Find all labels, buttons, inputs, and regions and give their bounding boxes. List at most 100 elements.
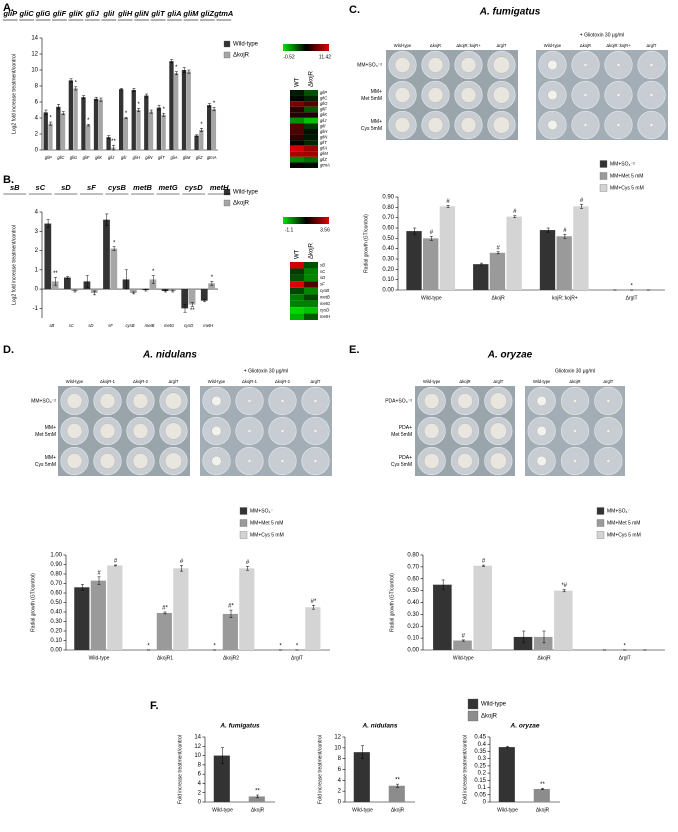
error-bar <box>513 215 517 218</box>
colony <box>493 86 510 104</box>
y-tick-label: 2 <box>338 789 342 795</box>
y-tick-label: 0.80 <box>50 572 62 578</box>
colony <box>536 395 547 407</box>
y-tick-label: 2 <box>198 790 202 796</box>
heatmap-cell <box>304 117 318 124</box>
heatmap-cell <box>304 300 318 308</box>
plate-row-label: Cys 5mM <box>35 462 56 468</box>
y-tick-label: 0.70 <box>407 564 419 570</box>
bar <box>506 216 522 290</box>
heatmap-row-label: gliT <box>320 140 327 145</box>
colony <box>489 452 507 470</box>
color-scale-max: 3.56 <box>320 227 330 233</box>
x-tick-label: Wild-type <box>421 295 442 301</box>
y-tick-label: 0.25 <box>474 763 486 769</box>
y-tick-label: 0.00 <box>407 648 419 654</box>
error-bar <box>93 290 97 296</box>
y-tick-label: 0.50 <box>50 600 62 606</box>
significance: * <box>630 284 633 290</box>
legend-label: MM+SO₄⁻ <box>250 508 274 514</box>
gene-header: cysD <box>185 183 204 192</box>
x-tick-label: gliN <box>145 155 153 160</box>
heatmap-cell <box>290 262 304 269</box>
error-bar <box>74 86 78 91</box>
heatmap-cell <box>290 117 304 124</box>
y-tick-label: 0.50 <box>382 236 394 242</box>
gene-header: sB <box>10 183 20 192</box>
error-bar <box>162 112 166 117</box>
y-tick-label: 0.10 <box>407 636 419 642</box>
error-bar <box>441 579 445 590</box>
plate-column-label: Wild-type <box>423 379 441 384</box>
y-tick-label: 0.50 <box>407 588 419 594</box>
y-tick-label: 0 <box>483 800 487 806</box>
y-tick-label: 12 <box>334 735 341 741</box>
plate-row-label: MM+ <box>371 89 382 95</box>
x-tick-label: ΔkojR <box>391 807 405 813</box>
heatmap-cell <box>304 95 318 102</box>
significance: * <box>147 644 150 650</box>
colony <box>66 453 83 469</box>
error-bar <box>137 108 141 112</box>
heatmap-column-label: ΔkojR <box>309 70 315 87</box>
significance: # <box>446 199 450 205</box>
significance: * <box>279 644 282 650</box>
gene-header: gliI <box>102 9 115 18</box>
error-bar <box>190 302 194 307</box>
colony <box>394 117 411 133</box>
error-bar <box>163 611 167 615</box>
colony <box>132 453 149 469</box>
color-scale-min: -1.1 <box>285 227 294 233</box>
x-tick-label: Wild-type <box>497 807 518 813</box>
significance: ** <box>255 789 260 795</box>
plate-column-label: ΔkojR::kojR+ <box>456 43 481 48</box>
colony <box>280 429 285 433</box>
gene-header: sF <box>87 183 96 192</box>
x-tick-label: metG <box>164 323 175 328</box>
y-tick-label: 4 <box>198 781 202 787</box>
heatmap-cell <box>304 313 318 320</box>
legend-label: MM+Met 5 mM <box>610 173 643 179</box>
heatmap-cell <box>290 101 304 107</box>
bar <box>64 277 71 290</box>
y-axis-label: Radial growth (GT/control) <box>30 573 36 632</box>
panel-label: C. <box>349 4 360 16</box>
bar <box>181 70 187 150</box>
bar <box>513 636 533 650</box>
significance: * <box>113 240 116 246</box>
significance: * <box>87 118 90 124</box>
error-bar <box>112 246 116 251</box>
heatmap-row-label: metB <box>320 295 330 300</box>
x-tick-label: metB <box>145 323 155 328</box>
gene-header: cysB <box>108 183 127 192</box>
colony <box>547 59 558 71</box>
y-tick-label: 2 <box>35 248 39 254</box>
y-tick-label: 12 <box>31 52 38 58</box>
error-bar <box>132 291 136 295</box>
heatmap-cell <box>304 281 318 288</box>
heatmap-cell <box>304 123 318 129</box>
error-bar <box>562 589 566 593</box>
bar <box>161 114 166 150</box>
heatmap-row-label: gliA <box>320 146 327 151</box>
treatment-label: + Gliotoxin 30 µg/ml <box>244 368 288 374</box>
y-tick-label: 0 <box>198 800 202 806</box>
colony <box>583 63 588 67</box>
heatmap-cell <box>290 90 304 96</box>
error-bar <box>69 78 73 83</box>
colony <box>165 452 182 470</box>
heatmap-cell <box>290 268 304 275</box>
y-tick-label: 10 <box>334 745 341 751</box>
legend-label: MM+SO₄⁻ <box>607 508 631 514</box>
bar <box>98 99 103 150</box>
heatmap-row-label: gliZ <box>320 157 327 162</box>
colony <box>165 392 182 410</box>
error-bar <box>86 124 90 127</box>
bar <box>110 248 118 290</box>
y-tick-label: 0.1 <box>478 785 487 791</box>
error-bar <box>97 576 101 585</box>
y-axis-label: Fold increase treatment/control <box>462 735 468 804</box>
y-tick-label: 4 <box>35 210 39 216</box>
significance: ** <box>111 139 116 145</box>
heatmap-row-label: gliP <box>320 90 327 95</box>
